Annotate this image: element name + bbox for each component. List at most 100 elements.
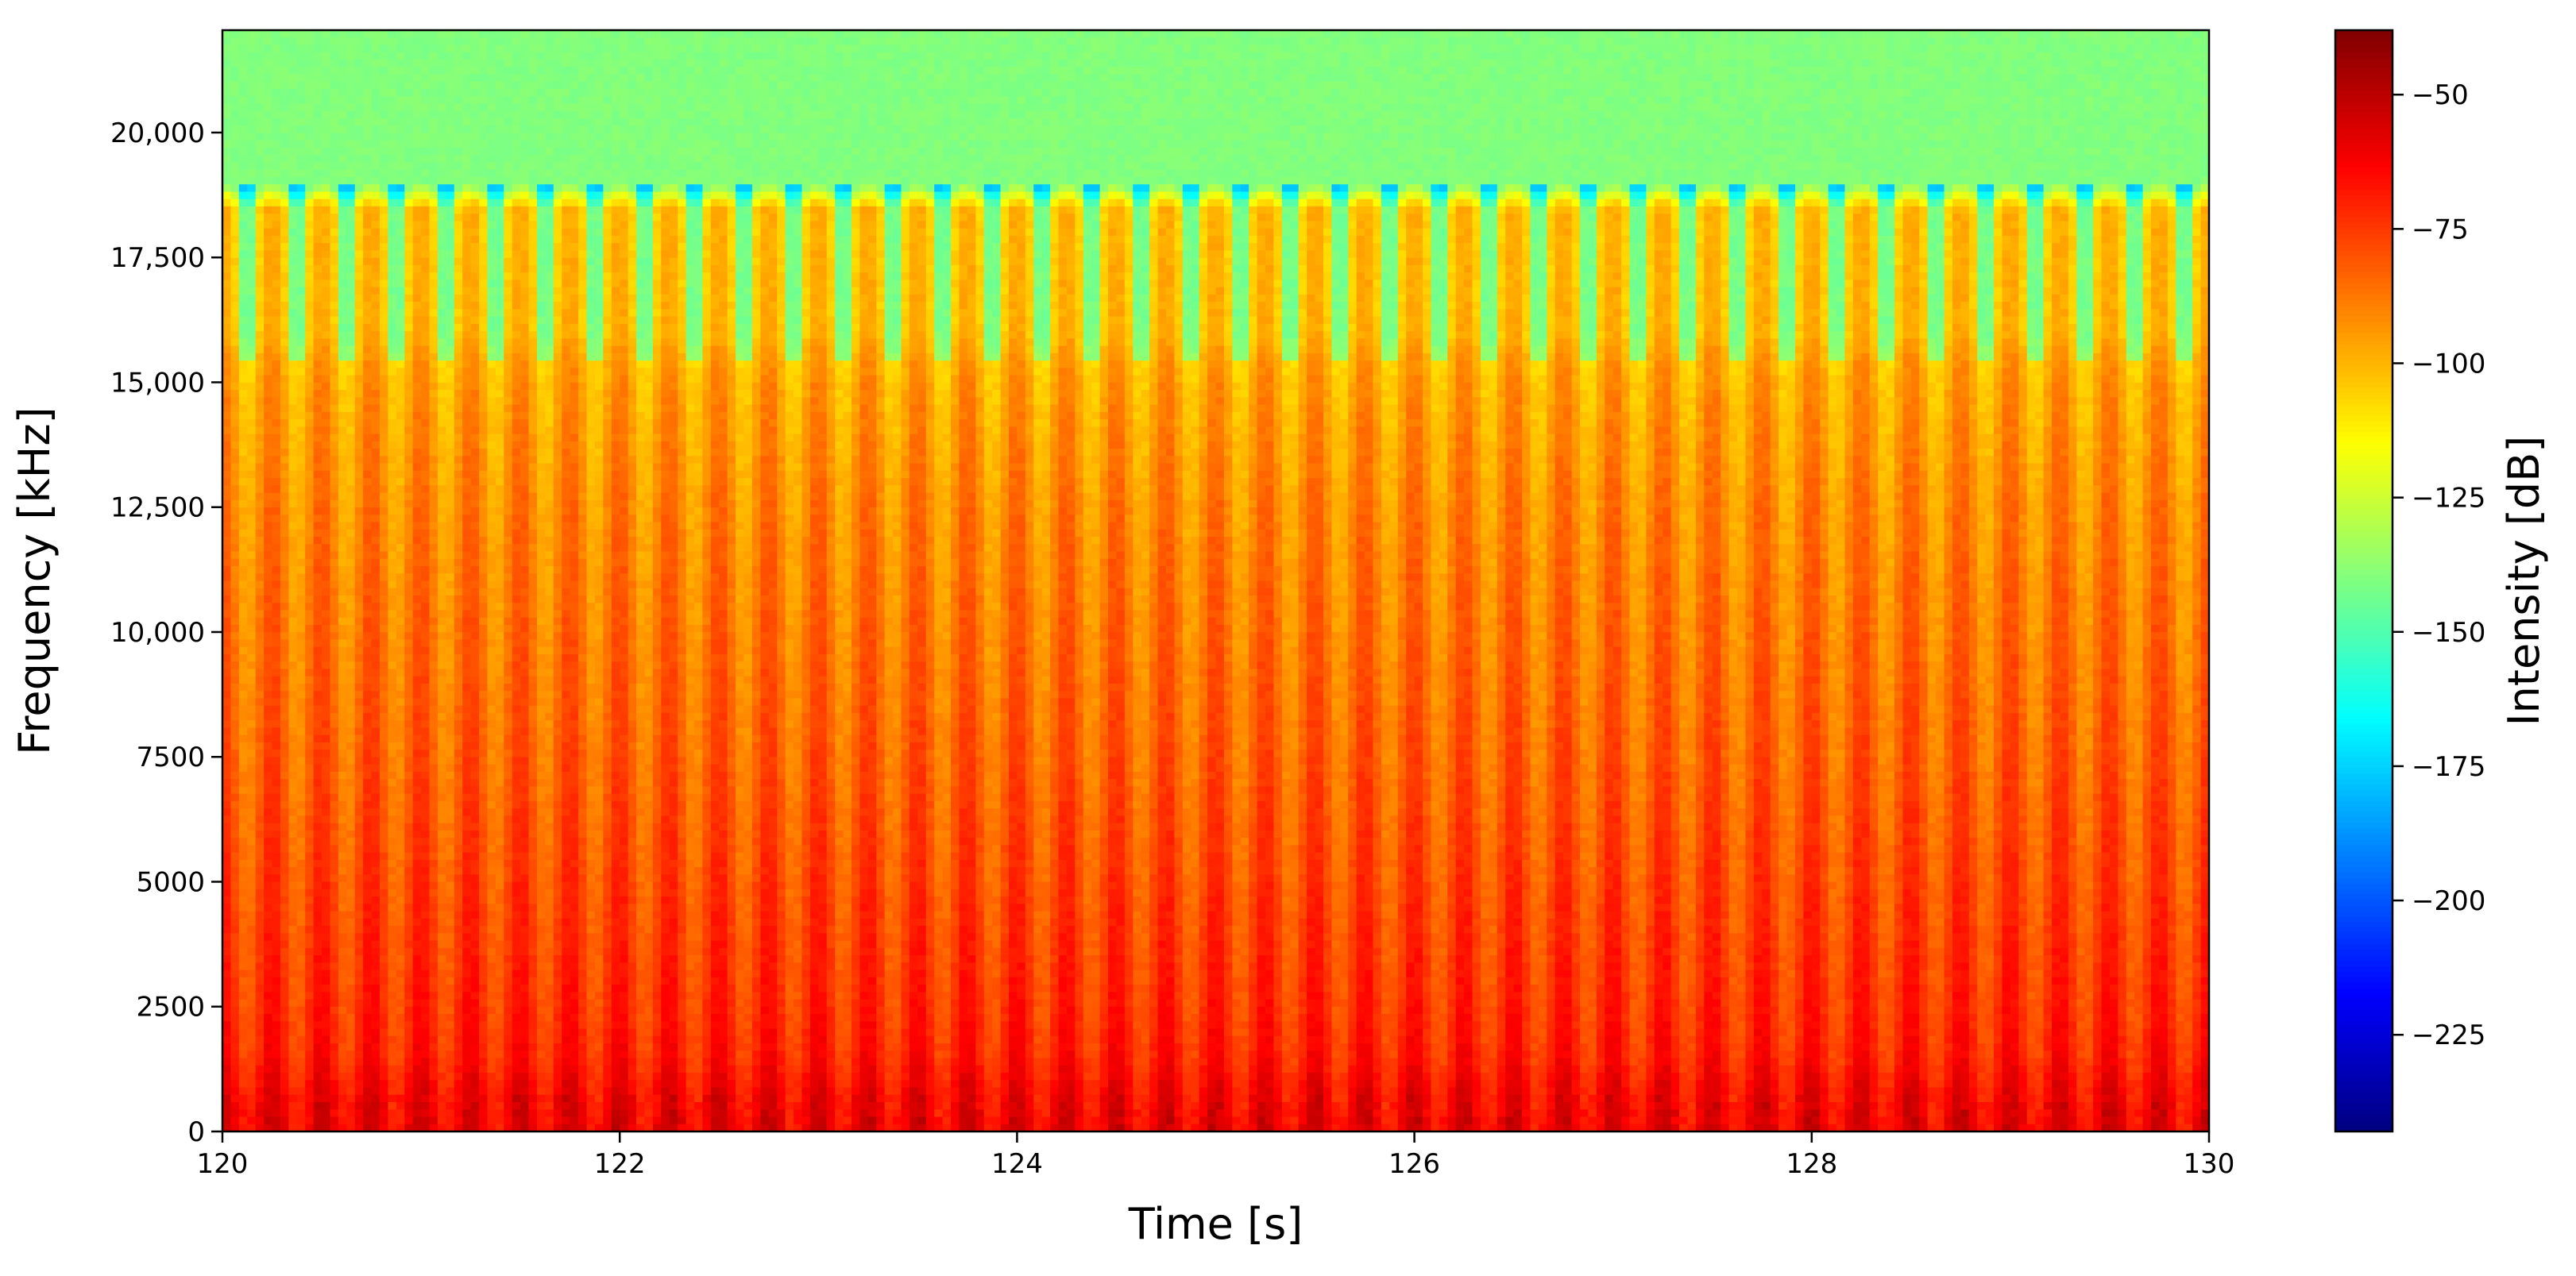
heatmap-cell bbox=[1331, 133, 1340, 141]
heatmap-cell bbox=[801, 141, 810, 148]
heatmap-cell bbox=[736, 82, 744, 90]
heatmap-cell bbox=[852, 125, 860, 133]
heatmap-cell bbox=[984, 67, 993, 75]
heatmap-cell bbox=[1902, 74, 1911, 82]
heatmap-cell bbox=[1025, 60, 1034, 67]
heatmap-cell bbox=[769, 96, 778, 104]
heatmap-cell bbox=[1928, 118, 1937, 126]
heatmap-cell bbox=[1878, 141, 1887, 148]
heatmap-cell bbox=[628, 96, 637, 104]
heatmap-cell bbox=[314, 74, 322, 82]
heatmap-cell bbox=[1315, 37, 1324, 45]
heatmap-cell bbox=[1042, 141, 1051, 148]
heatmap-cell bbox=[1423, 170, 1431, 178]
heatmap-cell bbox=[1986, 155, 1995, 163]
heatmap-cell bbox=[314, 162, 322, 170]
heatmap-cell bbox=[1530, 177, 1539, 185]
heatmap-cell bbox=[1820, 118, 1829, 126]
heatmap-cell bbox=[1365, 60, 1373, 67]
heatmap-cell bbox=[2192, 30, 2201, 38]
heatmap-cell bbox=[628, 162, 637, 170]
heatmap-cell bbox=[1473, 177, 1481, 185]
heatmap-cell bbox=[1655, 96, 1663, 104]
heatmap-cell bbox=[462, 67, 471, 75]
heatmap-cell bbox=[222, 155, 231, 163]
heatmap-cell bbox=[661, 125, 670, 133]
heatmap-cell bbox=[1969, 52, 1978, 60]
heatmap-cell bbox=[346, 170, 355, 178]
heatmap-cell bbox=[1183, 52, 1191, 60]
heatmap-cell bbox=[760, 148, 769, 156]
heatmap-cell bbox=[487, 37, 496, 45]
heatmap-cell bbox=[1696, 141, 1705, 148]
heatmap-cell bbox=[612, 52, 620, 60]
heatmap-cell bbox=[992, 141, 1001, 148]
heatmap-cell bbox=[1050, 89, 1059, 97]
heatmap-cell bbox=[520, 60, 529, 67]
heatmap-cell bbox=[1787, 67, 1796, 75]
heatmap-cell bbox=[346, 82, 355, 90]
heatmap-cell bbox=[562, 67, 570, 75]
heatmap-cell bbox=[1919, 125, 1928, 133]
heatmap-cell bbox=[388, 111, 396, 119]
heatmap-cell bbox=[256, 103, 265, 111]
heatmap-cell bbox=[1299, 37, 1307, 45]
heatmap-cell bbox=[529, 118, 538, 126]
heatmap-cell bbox=[346, 133, 355, 141]
heatmap-cell bbox=[537, 67, 546, 75]
heatmap-cell bbox=[818, 60, 827, 67]
heatmap-cell bbox=[1431, 74, 1439, 82]
heatmap-cell bbox=[1597, 82, 1605, 90]
heatmap-cell bbox=[885, 111, 894, 119]
heatmap-cell bbox=[1273, 60, 1282, 67]
heatmap-cell bbox=[1902, 89, 1911, 97]
heatmap-cell bbox=[1348, 170, 1357, 178]
heatmap-cell bbox=[1141, 52, 1150, 60]
heatmap-cell bbox=[1331, 125, 1340, 133]
heatmap-cell bbox=[794, 103, 802, 111]
heatmap-cell bbox=[686, 44, 695, 52]
heatmap-cell bbox=[413, 52, 422, 60]
heatmap-cell bbox=[2060, 74, 2068, 82]
heatmap-cell bbox=[1530, 67, 1539, 75]
heatmap-cell bbox=[1423, 96, 1431, 104]
heatmap-cell bbox=[562, 30, 570, 38]
heatmap-cell bbox=[1655, 148, 1663, 156]
heatmap-cell bbox=[2168, 162, 2176, 170]
heatmap-cell bbox=[446, 133, 454, 141]
heatmap-cell bbox=[222, 133, 231, 141]
heatmap-cell bbox=[264, 111, 272, 119]
heatmap-cell bbox=[1009, 96, 1018, 104]
heatmap-cell bbox=[1679, 44, 1688, 52]
heatmap-cell bbox=[355, 82, 364, 90]
heatmap-cell bbox=[1986, 96, 1995, 104]
heatmap-cell bbox=[1249, 60, 1257, 67]
heatmap-cell bbox=[595, 37, 604, 45]
heatmap-cell bbox=[736, 155, 744, 163]
heatmap-cell bbox=[222, 96, 231, 104]
heatmap-cell bbox=[1778, 37, 1787, 45]
heatmap-cell bbox=[943, 60, 952, 67]
heatmap-cell bbox=[1812, 162, 1821, 170]
heatmap-cell bbox=[1241, 118, 1249, 126]
heatmap-cell bbox=[1952, 67, 1961, 75]
heatmap-cell bbox=[471, 133, 480, 141]
heatmap-cell bbox=[1398, 67, 1407, 75]
heatmap-cell bbox=[1431, 133, 1439, 141]
heatmap-cell bbox=[636, 67, 645, 75]
heatmap-cell bbox=[297, 141, 306, 148]
heatmap-cell bbox=[1059, 111, 1068, 119]
heatmap-cell bbox=[818, 148, 827, 156]
heatmap-cell bbox=[1299, 52, 1307, 60]
heatmap-cell bbox=[1977, 141, 1986, 148]
heatmap-cell bbox=[388, 96, 396, 104]
heatmap-cell bbox=[1894, 96, 1903, 104]
heatmap-cell bbox=[1166, 52, 1175, 60]
heatmap-cell bbox=[711, 74, 720, 82]
heatmap-cell bbox=[1646, 67, 1655, 75]
heatmap-cell bbox=[1009, 125, 1018, 133]
heatmap-cell bbox=[2068, 52, 2077, 60]
heatmap-cell bbox=[1572, 170, 1581, 178]
heatmap-cell bbox=[1158, 37, 1167, 45]
heatmap-cell bbox=[1489, 103, 1497, 111]
